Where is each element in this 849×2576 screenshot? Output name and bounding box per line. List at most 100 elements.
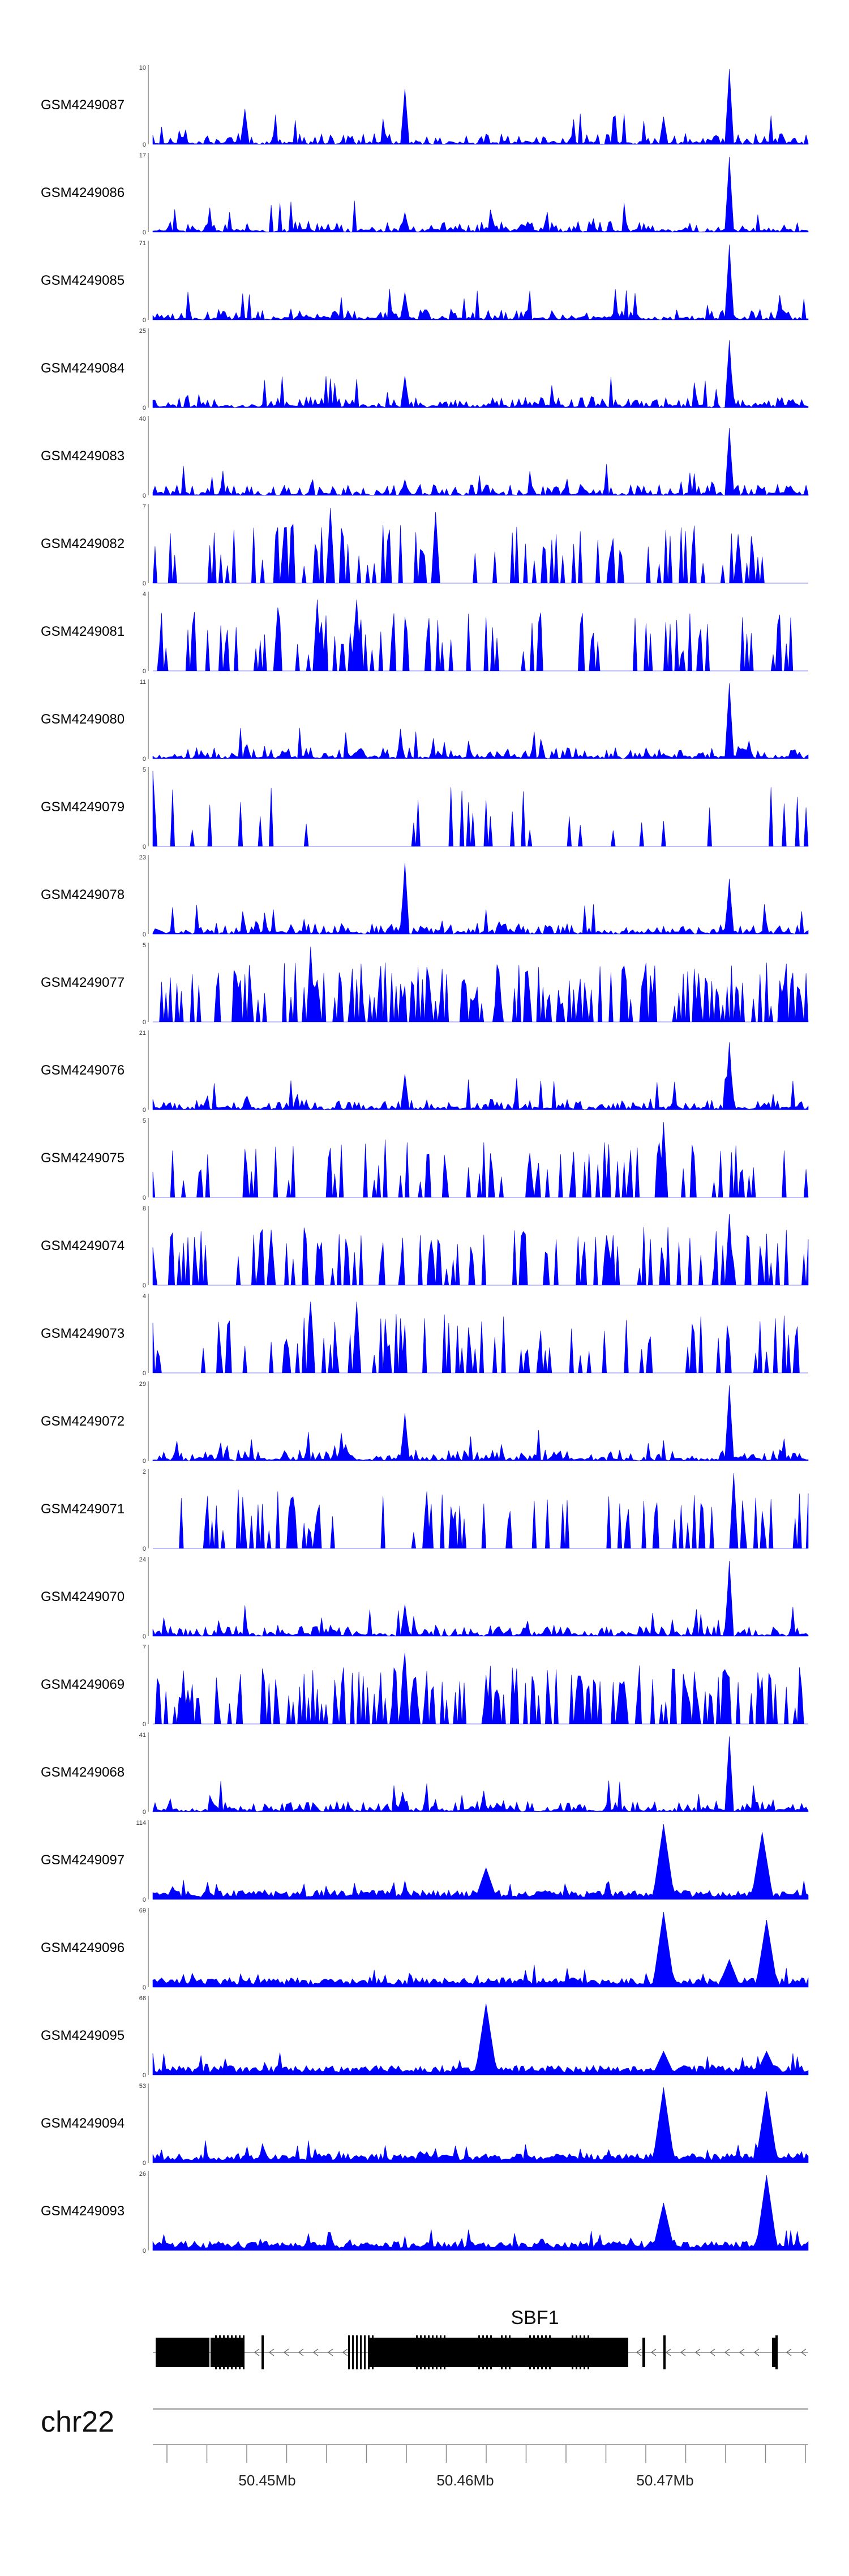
exon-block xyxy=(424,2335,426,2369)
y-tick-max: 8 xyxy=(143,1205,146,1212)
track-label: GSM4249083 xyxy=(41,448,125,464)
coverage-area xyxy=(152,1213,809,1286)
y-tick-min: 0 xyxy=(143,405,146,412)
y-tick-max: 40 xyxy=(139,416,146,422)
track-GSM4249095: GSM4249095 66 0 xyxy=(41,1995,809,2079)
strand-arrow xyxy=(665,2348,671,2356)
coverage-area xyxy=(152,2175,809,2251)
exon-block xyxy=(231,2335,233,2369)
track-GSM4249086: GSM4249086 17 0 xyxy=(41,152,809,236)
exon-block xyxy=(219,2335,221,2369)
y-tick-max: 17 xyxy=(139,152,146,159)
y-tick-max: 7 xyxy=(143,503,146,510)
exon-block xyxy=(428,2335,430,2369)
strand-arrow xyxy=(268,2348,275,2356)
y-tick-max: 7 xyxy=(143,1644,146,1651)
coverage-area xyxy=(152,1736,809,1813)
track-GSM4249096: GSM4249096 69 0 xyxy=(41,1907,809,1991)
exon-block xyxy=(576,2335,577,2369)
y-tick-min: 0 xyxy=(143,580,146,587)
coverage-area xyxy=(152,340,809,408)
exon-block xyxy=(239,2335,241,2369)
exon-block xyxy=(501,2335,503,2369)
strand-arrow xyxy=(709,2348,715,2356)
y-tick-min: 0 xyxy=(143,844,146,850)
coverage-area xyxy=(152,862,809,935)
y-tick-min: 0 xyxy=(143,2160,146,2167)
y-tick-max: 11 xyxy=(140,679,146,686)
exon-block xyxy=(360,2335,362,2369)
track-GSM4249085: GSM4249085 71 0 xyxy=(41,240,809,324)
exon-block xyxy=(261,2335,264,2369)
exon-block xyxy=(775,2335,778,2369)
exon-block xyxy=(490,2335,492,2369)
track-label: GSM4249097 xyxy=(41,1852,125,1868)
y-tick-min: 0 xyxy=(143,1458,146,1465)
track-label: GSM4249096 xyxy=(41,1940,125,1955)
y-tick-min: 0 xyxy=(143,668,146,675)
x-tick-label: 50.46Mb xyxy=(436,2472,494,2489)
strand-arrow xyxy=(312,2348,319,2356)
exon-block xyxy=(580,2335,581,2369)
exon-block xyxy=(772,2338,777,2367)
track-label: GSM4249079 xyxy=(41,799,125,815)
y-tick-min: 0 xyxy=(143,142,146,148)
exon-block xyxy=(368,2338,470,2367)
strand-arrow xyxy=(680,2348,686,2356)
x-tick-label: 50.47Mb xyxy=(636,2472,693,2489)
track-label: GSM4249082 xyxy=(41,536,125,551)
track-GSM4249083: GSM4249083 40 0 xyxy=(41,416,809,499)
track-label: GSM4249069 xyxy=(41,1677,125,1692)
track-GSM4249075: GSM4249075 5 0 xyxy=(41,1118,809,1201)
y-tick-max: 5 xyxy=(143,767,146,773)
chromosome-label: chr22 xyxy=(41,2406,114,2438)
y-tick-min: 0 xyxy=(143,1107,146,1114)
coverage-area xyxy=(152,683,809,759)
track-GSM4249082: GSM4249082 7 0 xyxy=(41,503,808,587)
strand-arrow xyxy=(724,2348,730,2356)
track-label: GSM4249086 xyxy=(41,185,125,200)
exon-block xyxy=(533,2335,535,2369)
track-GSM4249094: GSM4249094 53 0 xyxy=(41,2083,809,2167)
strand-arrow xyxy=(298,2348,304,2356)
y-tick-max: 4 xyxy=(143,591,146,598)
track-GSM4249093: GSM4249093 26 0 xyxy=(41,2171,809,2254)
track-GSM4249079: GSM4249079 5 0 xyxy=(41,767,809,850)
exon-block xyxy=(368,2335,370,2369)
exon-block xyxy=(215,2335,217,2369)
y-tick-max: 66 xyxy=(139,1995,146,2002)
track-label: GSM4249078 xyxy=(41,887,125,902)
exon-block xyxy=(541,2335,543,2369)
y-tick-min: 0 xyxy=(143,317,146,324)
coverage-area xyxy=(152,2087,809,2163)
track-label: GSM4249077 xyxy=(41,975,125,990)
strand-arrow xyxy=(694,2348,701,2356)
strand-arrow xyxy=(753,2348,760,2356)
coverage-area xyxy=(153,946,809,1022)
y-tick-max: 71 xyxy=(139,240,146,247)
exon-block xyxy=(227,2335,229,2369)
track-label: GSM4249093 xyxy=(41,2203,125,2219)
x-axis-ticks xyxy=(166,2445,806,2463)
exon-block xyxy=(364,2335,366,2369)
coverage-area xyxy=(152,1301,808,1373)
track-label: GSM4249076 xyxy=(41,1063,125,1078)
y-tick-max: 29 xyxy=(139,1381,146,1388)
y-tick-max: 41 xyxy=(139,1732,146,1739)
track-label: GSM4249095 xyxy=(41,2028,125,2043)
track-GSM4249084: GSM4249084 25 0 xyxy=(41,328,809,412)
coverage-area xyxy=(152,2003,809,2076)
strand-arrow xyxy=(786,2348,792,2356)
exon-block xyxy=(372,2335,374,2369)
strand-arrows xyxy=(254,2348,807,2356)
exon-block xyxy=(572,2335,573,2369)
y-tick-max: 5 xyxy=(143,1118,146,1124)
track-label: GSM4249081 xyxy=(41,624,125,639)
y-tick-min: 0 xyxy=(143,1546,146,1552)
track-GSM4249068: GSM4249068 41 0 xyxy=(41,1732,809,1816)
y-tick-max: 114 xyxy=(136,1820,146,1826)
exon-block xyxy=(486,2335,488,2369)
track-GSM4249080: GSM4249080 11 0 xyxy=(41,679,809,763)
coverage-area xyxy=(152,771,809,847)
track-label: GSM4249072 xyxy=(41,1414,125,1429)
